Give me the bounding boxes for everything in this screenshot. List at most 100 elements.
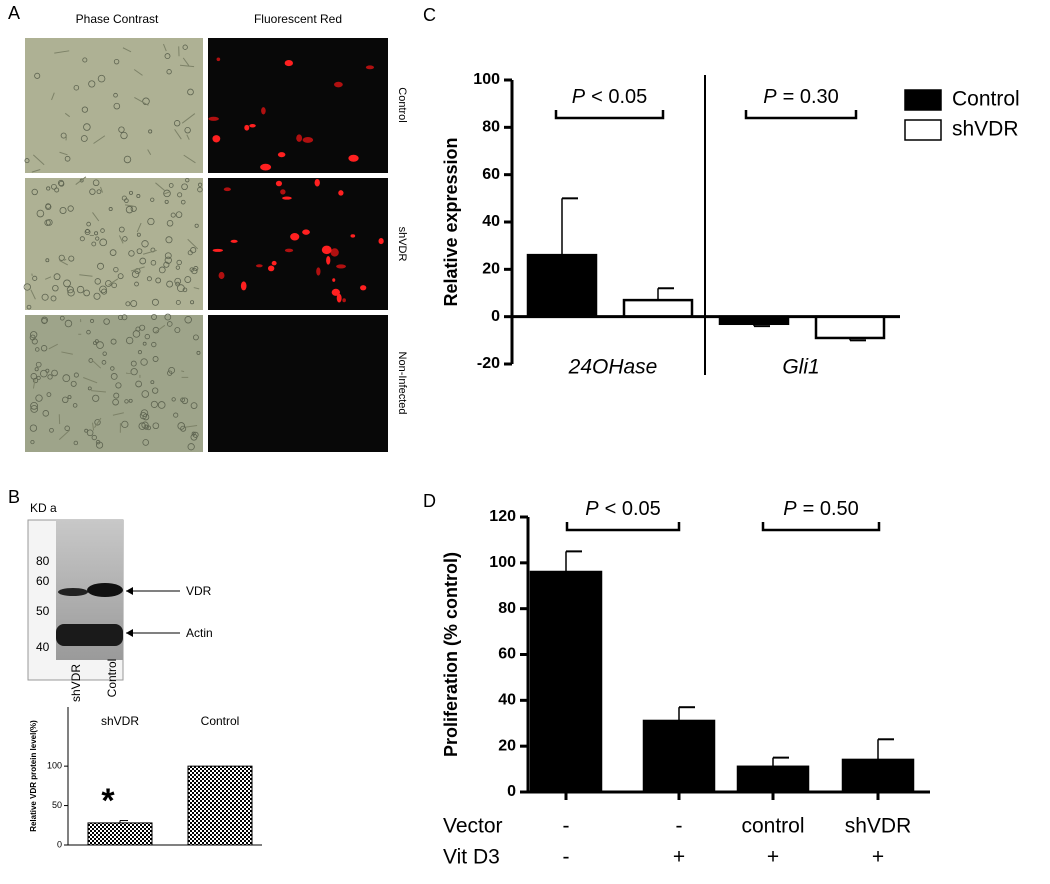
p-value: P < 0.05 [572, 86, 648, 108]
cell [125, 301, 131, 307]
row-value: + [767, 846, 779, 869]
band-label: Actin [186, 626, 213, 640]
red-cell [208, 116, 219, 121]
red-cell [284, 60, 293, 67]
cell [46, 186, 51, 191]
y-tick-label: 40 [498, 692, 516, 709]
cell [86, 329, 91, 335]
cell [150, 400, 158, 408]
error-bar [561, 197, 578, 256]
cell [151, 314, 157, 320]
row-label: Vit D3 [443, 846, 500, 869]
band-label: VDR [186, 584, 212, 598]
y-axis-label: Proliferation (% control) [441, 552, 461, 757]
cell [150, 260, 157, 266]
cell [94, 419, 101, 426]
cell-edge [130, 266, 145, 272]
row-label: Vector [443, 815, 503, 838]
cell [110, 338, 117, 345]
cell [67, 289, 75, 297]
red-cell [365, 65, 375, 70]
cell-edge [31, 169, 41, 173]
cell [190, 247, 197, 254]
cell [30, 331, 38, 339]
cell [63, 279, 71, 288]
marker-label: 80 [36, 554, 50, 568]
cell-edge [118, 235, 124, 244]
cell [128, 190, 133, 195]
cell [82, 57, 88, 63]
cell [23, 283, 31, 291]
cell-edge [91, 359, 102, 369]
cell [59, 206, 67, 214]
cell [95, 439, 101, 445]
cell [175, 281, 180, 287]
cell [91, 434, 97, 441]
bracket [554, 110, 665, 120]
row-value: - [563, 815, 570, 838]
cell [62, 374, 71, 383]
cell [136, 232, 141, 237]
cell-edge [155, 182, 166, 192]
cell [103, 318, 110, 325]
cell [128, 398, 133, 403]
red-cell [336, 264, 346, 269]
marker-label: 50 [36, 604, 50, 618]
cell-edge [154, 324, 166, 333]
bar [87, 822, 153, 846]
cell [31, 188, 38, 196]
cell [88, 80, 96, 88]
panel-label: B [8, 487, 20, 507]
p-symbol: P [783, 498, 797, 520]
cell [141, 240, 149, 248]
cell [121, 420, 129, 428]
red-cell [249, 124, 256, 128]
cell [34, 72, 41, 79]
red-cell [271, 260, 277, 266]
cell-edge [83, 377, 98, 384]
micrographs [23, 38, 388, 452]
cell [150, 380, 155, 385]
y-tick-label: 100 [489, 554, 516, 571]
cell [36, 375, 41, 381]
cell-edge [163, 43, 167, 52]
cell [171, 397, 176, 402]
cell-edge [100, 186, 104, 193]
cell [182, 44, 188, 50]
column-header: Fluorescent Red [254, 12, 342, 26]
row-label: Control [396, 87, 408, 122]
arrow-head [126, 629, 133, 637]
red-cell [378, 238, 384, 245]
category-label: 24OHase [568, 356, 658, 379]
cell [187, 250, 193, 256]
blot-unit: KD a [30, 501, 57, 515]
cell [155, 277, 162, 284]
bar [841, 758, 915, 794]
red-cell [280, 189, 286, 195]
cell [192, 334, 199, 341]
cell [182, 287, 188, 293]
error-bar [753, 323, 770, 328]
legend-swatch [904, 89, 942, 111]
cell [60, 132, 67, 139]
cell-edge [122, 47, 132, 53]
cell-edge [147, 149, 152, 156]
cell [122, 236, 128, 242]
red-cell [261, 107, 266, 115]
y-tick-label: 120 [489, 508, 516, 525]
lane-label: shVDR [69, 664, 83, 702]
red-cell [360, 285, 367, 291]
cell [99, 285, 107, 294]
cell [40, 369, 48, 378]
cell [175, 211, 183, 218]
cell [164, 313, 172, 321]
cell [130, 300, 138, 307]
cell [164, 252, 172, 260]
cell [190, 300, 195, 305]
cell [163, 261, 170, 268]
red-cell [350, 234, 356, 238]
cell [30, 401, 38, 410]
cell [58, 254, 65, 261]
y-axis-label: Relative expression [441, 137, 461, 306]
